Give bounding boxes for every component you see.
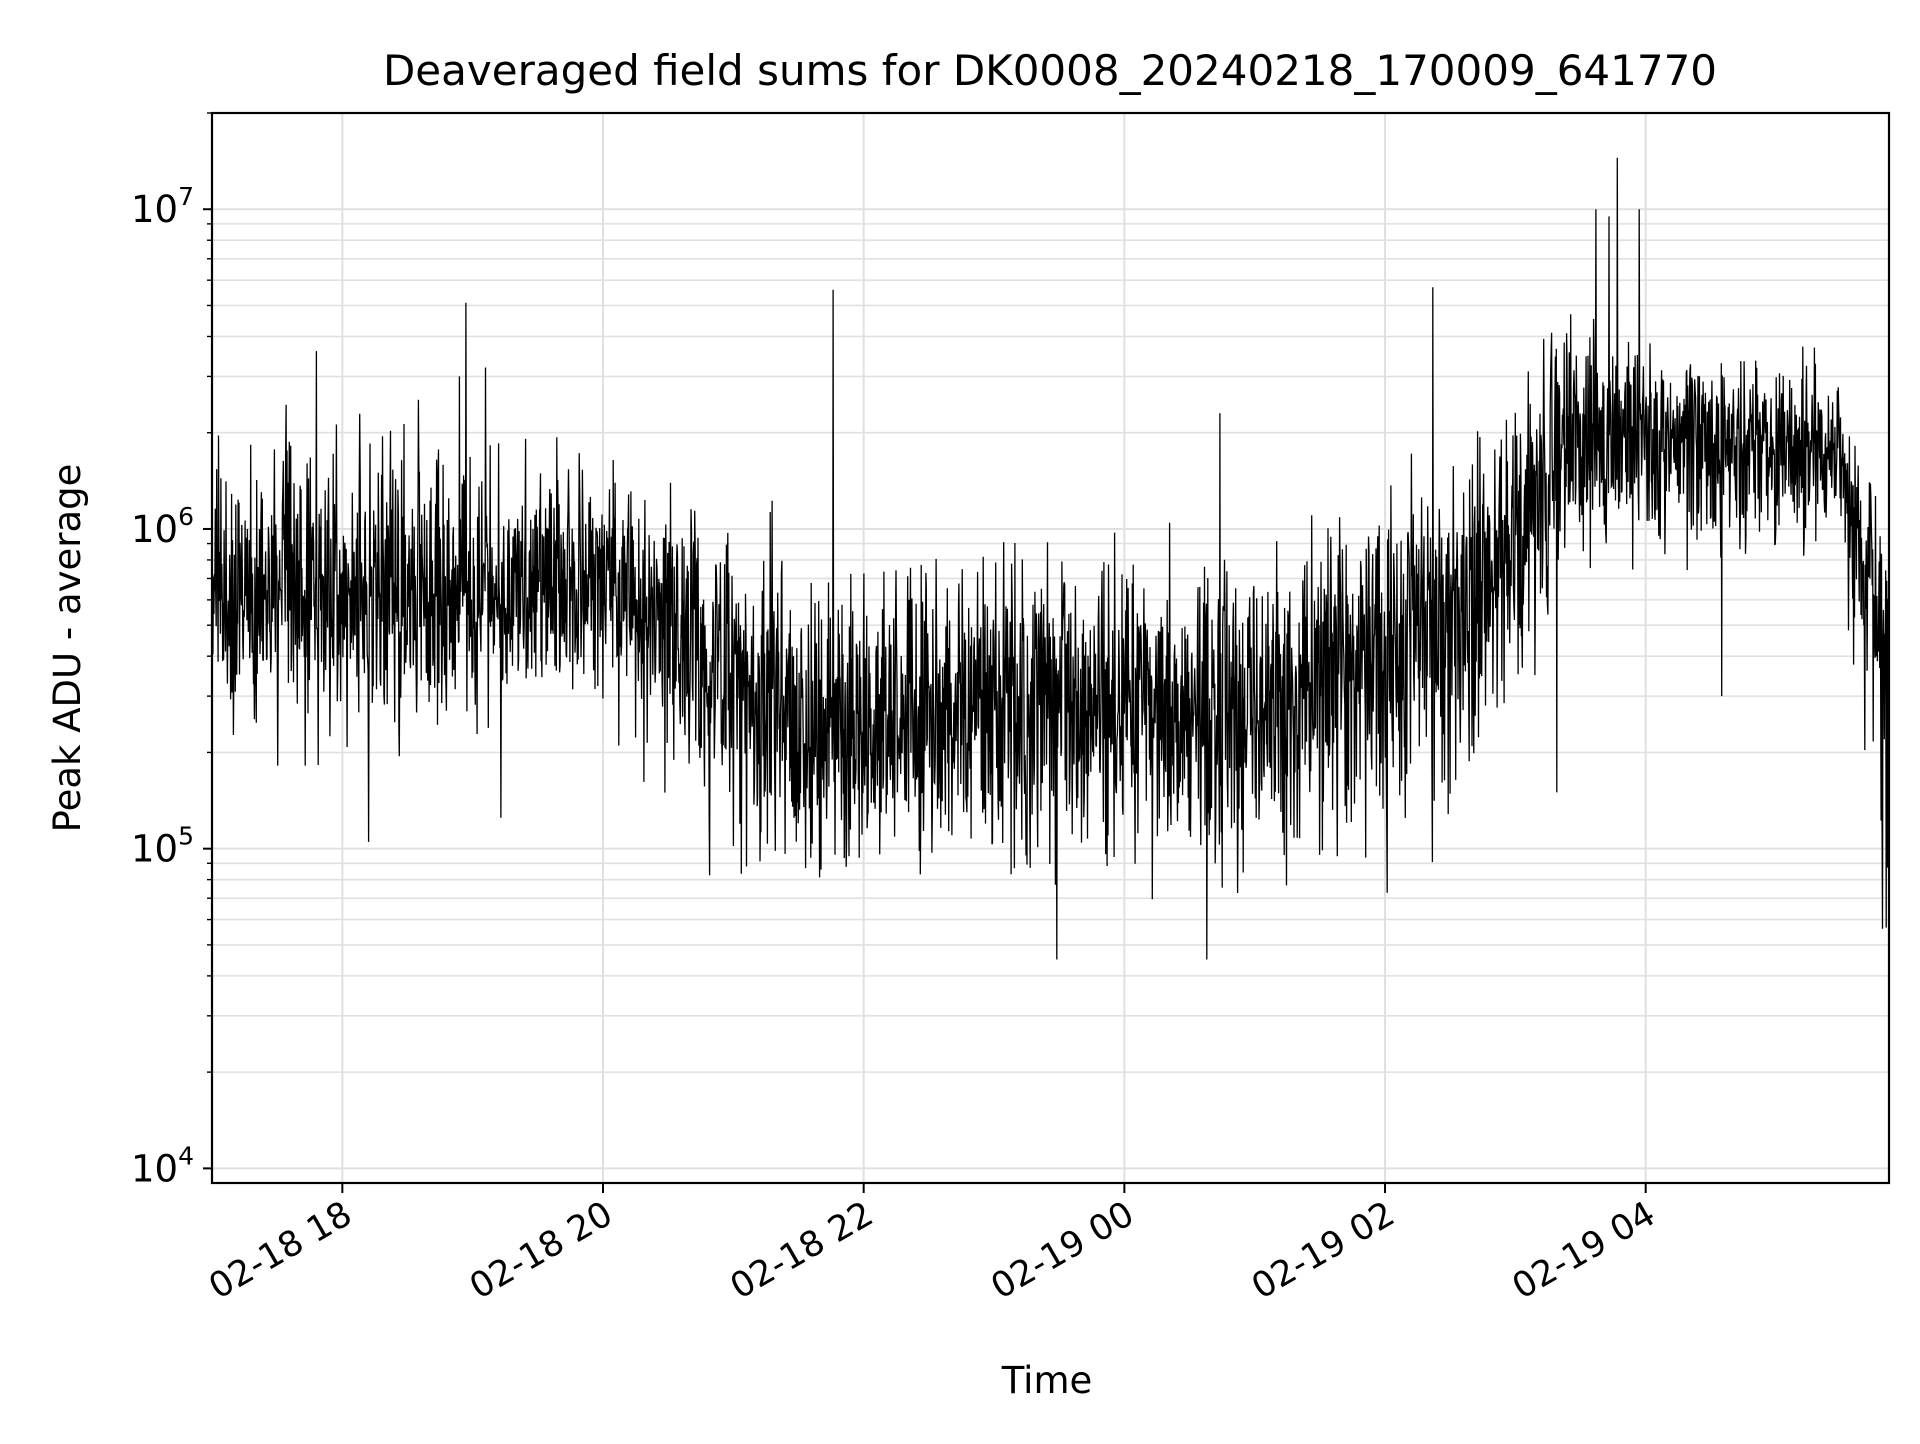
- plot-frame: [210, 111, 1891, 1185]
- y-tick-label: 104: [131, 1141, 194, 1190]
- y-tick-label: 105: [131, 822, 194, 871]
- y-axis-label: Peak ADU - average: [46, 464, 89, 833]
- chart-title: Deaveraged field sums for DK0008_2024021…: [383, 46, 1717, 95]
- series-path: [211, 157, 1890, 1016]
- x-axis-label: Time: [1001, 1359, 1093, 1402]
- y-tick-label: 106: [131, 502, 194, 551]
- series-line: [211, 157, 1890, 1016]
- y-tick-label: 107: [131, 182, 194, 231]
